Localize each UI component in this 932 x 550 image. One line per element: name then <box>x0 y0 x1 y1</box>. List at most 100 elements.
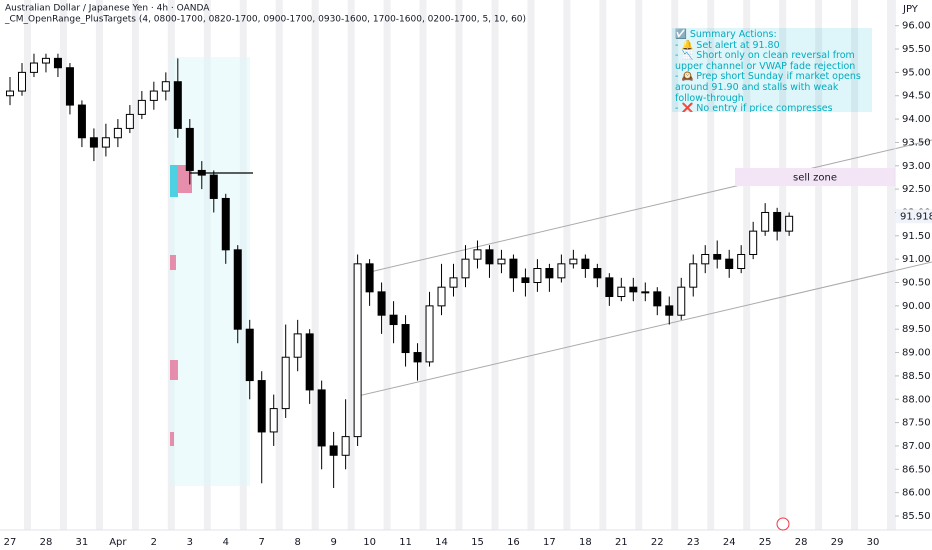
profile-bar <box>170 255 176 270</box>
candle-body <box>293 333 302 358</box>
profile-bar <box>170 360 178 380</box>
currency: JPY <box>902 4 919 15</box>
candle-body <box>749 230 758 255</box>
x-tick-label: 18 <box>579 537 592 548</box>
session-stripe <box>419 0 427 530</box>
candle-body <box>281 356 290 410</box>
session-stripe <box>95 0 103 530</box>
candle-body <box>677 286 686 316</box>
x-tick-label: 9 <box>330 537 336 548</box>
x-tick-label: 25 <box>759 537 772 548</box>
x-tick-label: 2 <box>151 537 157 548</box>
candle-body <box>257 380 266 433</box>
session-stripe <box>887 0 895 530</box>
y-tick-label: 86.00 <box>902 488 931 499</box>
y-tick-label: 88.50 <box>902 371 931 382</box>
candle-body <box>329 445 338 456</box>
event-icon[interactable] <box>776 517 790 531</box>
x-tick-label: 16 <box>507 537 520 548</box>
session-stripe <box>527 0 535 530</box>
session-stripe <box>59 0 67 530</box>
sell-zone <box>735 168 895 186</box>
channel-lower <box>357 261 932 397</box>
candle-body <box>401 324 410 354</box>
candle-body <box>6 90 14 97</box>
x-tick-label: 17 <box>543 537 556 548</box>
x-tick-label: Apr <box>109 537 127 548</box>
y-tick-label: 90.00 <box>902 301 931 312</box>
x-tick-label: 24 <box>723 537 736 548</box>
candle-body <box>629 286 638 293</box>
candle-body <box>317 389 326 447</box>
candle-body <box>593 268 602 279</box>
candle-body <box>353 263 362 438</box>
symbol-title: Australian Dollar / Japanese Yen · 4h · … <box>5 4 210 14</box>
x-tick-label: 14 <box>435 537 448 548</box>
y-tick-label: 95.00 <box>902 67 931 78</box>
candle-body <box>521 277 530 284</box>
candle-body <box>41 57 50 64</box>
candle-body <box>461 258 470 279</box>
candle-body <box>737 253 746 270</box>
last-price-label: 91.918 <box>900 211 932 222</box>
candle-body <box>581 258 590 270</box>
candle-body <box>341 436 350 456</box>
candles <box>6 53 794 488</box>
y-tick-label: 96.00 <box>902 21 931 32</box>
candle-body <box>89 137 98 148</box>
y-tick-label: 88.00 <box>902 394 931 405</box>
candle-body <box>725 258 734 270</box>
profile-bar <box>170 432 174 446</box>
x-tick-label: 15 <box>471 537 484 548</box>
y-tick-label: 91.50 <box>902 231 931 242</box>
candle-body <box>137 99 146 115</box>
candle-body <box>173 81 182 129</box>
candle-body <box>473 249 482 260</box>
candle-body <box>245 328 254 382</box>
candle-body <box>365 263 374 293</box>
indicator-title: _CM_OpenRange_PlusTargets (4, 0800-1700,… <box>4 15 526 25</box>
x-tick-label: 29 <box>831 537 844 548</box>
summary-line: ☑️ Summary Actions: <box>675 29 777 40</box>
candle-body <box>641 291 650 294</box>
x-tick-label: 30 <box>867 537 880 548</box>
session-stripe <box>275 0 283 530</box>
y-tick-label: 87.00 <box>902 441 931 452</box>
x-tick-label: 23 <box>687 537 700 548</box>
candle-body <box>413 352 422 363</box>
x-tick-label: 8 <box>294 537 300 548</box>
axes: 85.50 86.00 86.50 87.00 87.50 88.00 88.50 89.00… <box>4 21 932 548</box>
session-stripe <box>779 0 787 530</box>
session-stripe <box>815 0 823 530</box>
x-tick-label: 27 <box>4 537 17 548</box>
x-tick-label: 28 <box>40 537 53 548</box>
x-tick-label: 28 <box>795 537 808 548</box>
candle-body <box>161 81 170 92</box>
x-tick-label: 11 <box>399 537 412 548</box>
x-tick-label: 7 <box>259 537 265 548</box>
summary-box: ☑️ Summary Actions: - 🔔 Set alert at 91.8… <box>672 28 872 112</box>
summary-line: - 🕰️ Prep short Sunday if market opens a… <box>675 71 861 104</box>
candle-body <box>437 286 446 307</box>
last-price-bg <box>896 209 932 224</box>
y-tick-label: 86.50 <box>902 464 931 475</box>
y-tick-label: 93.00 <box>902 161 931 172</box>
x-tick-label: 31 <box>76 537 89 548</box>
candle-body <box>605 277 614 298</box>
candle-body <box>305 333 314 391</box>
candle-body <box>377 291 386 316</box>
sell-zone-label: sell zone <box>793 173 837 184</box>
y-tick-label: 94.50 <box>902 91 931 102</box>
candle-body <box>785 215 794 232</box>
candle-body <box>689 263 698 288</box>
candle-body <box>485 249 494 265</box>
session-stripe <box>131 0 139 530</box>
x-tick-label: 21 <box>615 537 628 548</box>
session-stripe <box>311 0 319 530</box>
session-stripe <box>635 0 643 530</box>
candle-body <box>53 57 62 69</box>
candle-body <box>101 137 110 148</box>
summary-line: - 📉 Short only on clean reversal from up… <box>675 50 856 72</box>
channel-upper <box>369 139 932 273</box>
